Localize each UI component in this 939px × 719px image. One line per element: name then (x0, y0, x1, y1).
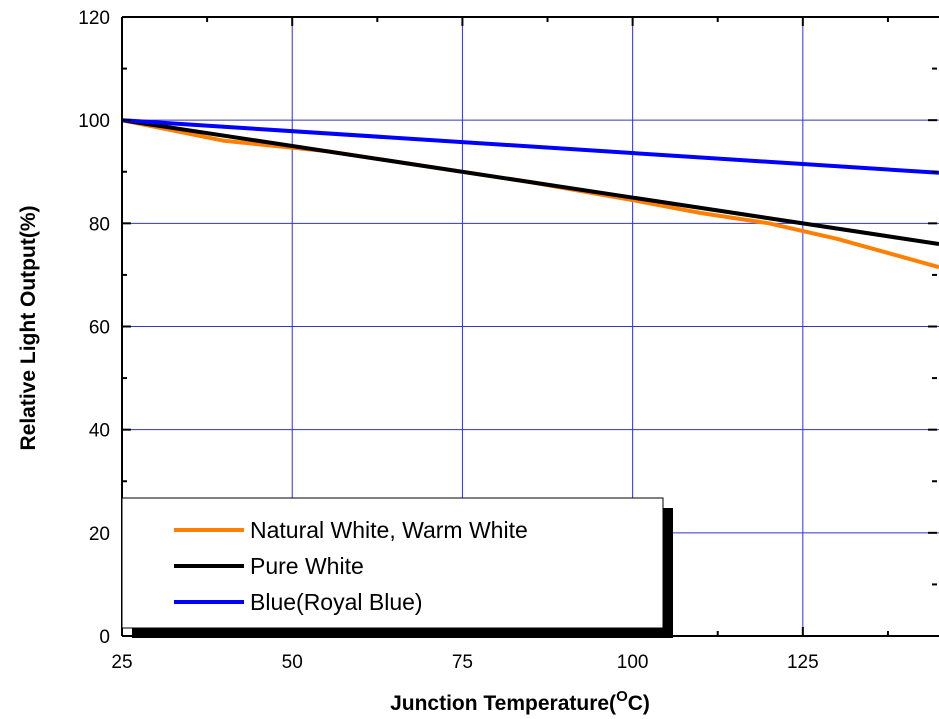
legend-label-1: Natural White, Warm White (250, 517, 528, 543)
y-tick-label: 40 (89, 421, 110, 442)
legend-box (121, 497, 664, 629)
legend-label-3: Blue(Royal Blue) (250, 589, 423, 615)
y-tick-label: 60 (89, 318, 110, 339)
series-line-1 (121, 118, 939, 270)
x-tick-label: 100 (617, 652, 649, 673)
x-axis-title: Junction Temperature(OC) (390, 688, 650, 715)
series-lines (121, 118, 939, 270)
legend-label-2: Pure White (250, 553, 364, 579)
x-tick-label: 125 (787, 652, 819, 673)
y-tick-label: 80 (89, 214, 110, 235)
x-tick-label: 75 (452, 652, 473, 673)
x-tick-label: 50 (282, 652, 303, 673)
y-tick-label: 100 (78, 111, 110, 132)
x-tick-label: 25 (111, 652, 132, 673)
series-line-2 (121, 118, 939, 246)
tick-labels: 25 50 75 100 125 0 20 40 60 80 100 120 (78, 8, 818, 673)
y-tick-label: 0 (99, 627, 110, 648)
y-axis-title: Relative Light Output(%) (17, 206, 40, 451)
legend: Natural White, Warm White Pure White Blue(… (121, 497, 673, 638)
series-line-3 (121, 118, 939, 175)
y-tick-label: 120 (78, 8, 110, 29)
y-tick-label: 20 (89, 524, 110, 545)
